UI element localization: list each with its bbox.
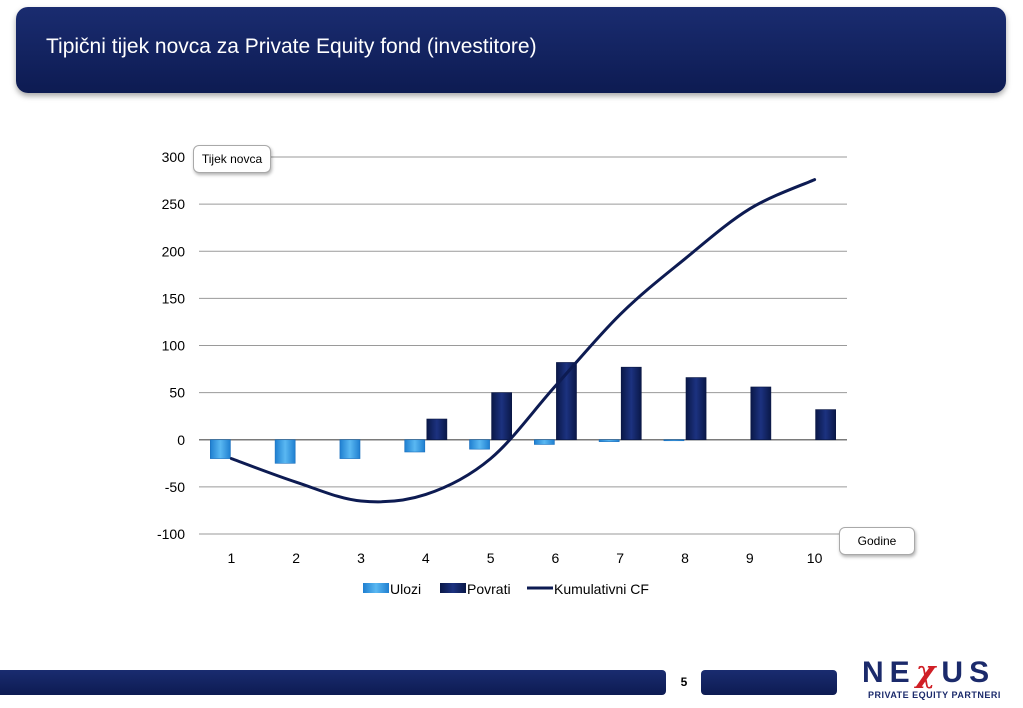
bar-povrati <box>620 366 642 441</box>
bar-ulozi <box>469 439 490 450</box>
legend-swatch-povrati <box>440 583 466 593</box>
x-tick-label: 5 <box>487 550 495 566</box>
logo-chi-glyph: χ <box>915 655 942 690</box>
logo-subtitle: PRIVATE EQUITY PARTNERI <box>868 690 1001 700</box>
logo-wordmark: NEχUS <box>862 655 995 690</box>
bar-ulozi <box>534 439 555 445</box>
nexus-logo: NEχUS PRIVATE EQUITY PARTNERI <box>862 655 1007 703</box>
x-tick-label: 6 <box>552 550 560 566</box>
x-tick-label: 10 <box>807 550 823 566</box>
y-tick-label: 100 <box>162 338 186 354</box>
y-tick-label: -100 <box>157 526 185 542</box>
x-tick-label: 7 <box>616 550 624 566</box>
bar-povrati <box>426 418 448 441</box>
legend-swatch-ulozi <box>363 583 389 593</box>
line-kumulativni-cf <box>229 178 817 504</box>
x-tick-label: 1 <box>228 550 236 566</box>
footer-bar-left <box>0 670 666 695</box>
logo-part-2: US <box>941 656 996 689</box>
y-tick-label: 200 <box>162 243 186 259</box>
bar-povrati <box>556 362 577 441</box>
x-tick-label: 8 <box>681 550 689 566</box>
x-axis-label: Godine <box>839 527 915 555</box>
y-tick-label: 50 <box>169 385 185 401</box>
x-tick-label: 4 <box>422 550 430 566</box>
y-tick-label: 0 <box>177 432 185 448</box>
bar-ulozi <box>210 439 231 459</box>
bar-ulozi <box>404 439 426 453</box>
logo-part-1: NE <box>862 656 916 689</box>
x-tick-label: 2 <box>292 550 300 566</box>
y-axis-label: Tijek novca <box>193 145 271 173</box>
bar-ulozi <box>274 439 296 464</box>
footer-bar-right <box>701 670 837 695</box>
bar-povrati <box>491 392 512 441</box>
bar-povrati <box>685 377 707 441</box>
bar-ulozi <box>339 439 361 459</box>
y-tick-label: 150 <box>162 290 186 306</box>
x-tick-label: 3 <box>357 550 365 566</box>
bar-ulozi <box>598 439 620 442</box>
x-tick-label: 9 <box>746 550 754 566</box>
page-number: 5 <box>680 675 688 689</box>
legend-label-povrati: Povrati <box>467 581 511 597</box>
bar-povrati <box>815 409 836 441</box>
slide-title: Tipični tijek novca za Private Equity fo… <box>46 35 537 58</box>
y-tick-label: 300 <box>162 149 186 165</box>
y-tick-label: -50 <box>165 479 185 495</box>
y-tick-label: 250 <box>162 196 186 212</box>
title-banner: Tipični tijek novca za Private Equity fo… <box>16 7 1006 93</box>
legend-label-kumulativni-cf: Kumulativni CF <box>554 581 649 597</box>
legend-label-ulozi: Ulozi <box>390 581 421 597</box>
bar-ulozi <box>663 439 685 442</box>
bar-povrati <box>750 386 772 441</box>
